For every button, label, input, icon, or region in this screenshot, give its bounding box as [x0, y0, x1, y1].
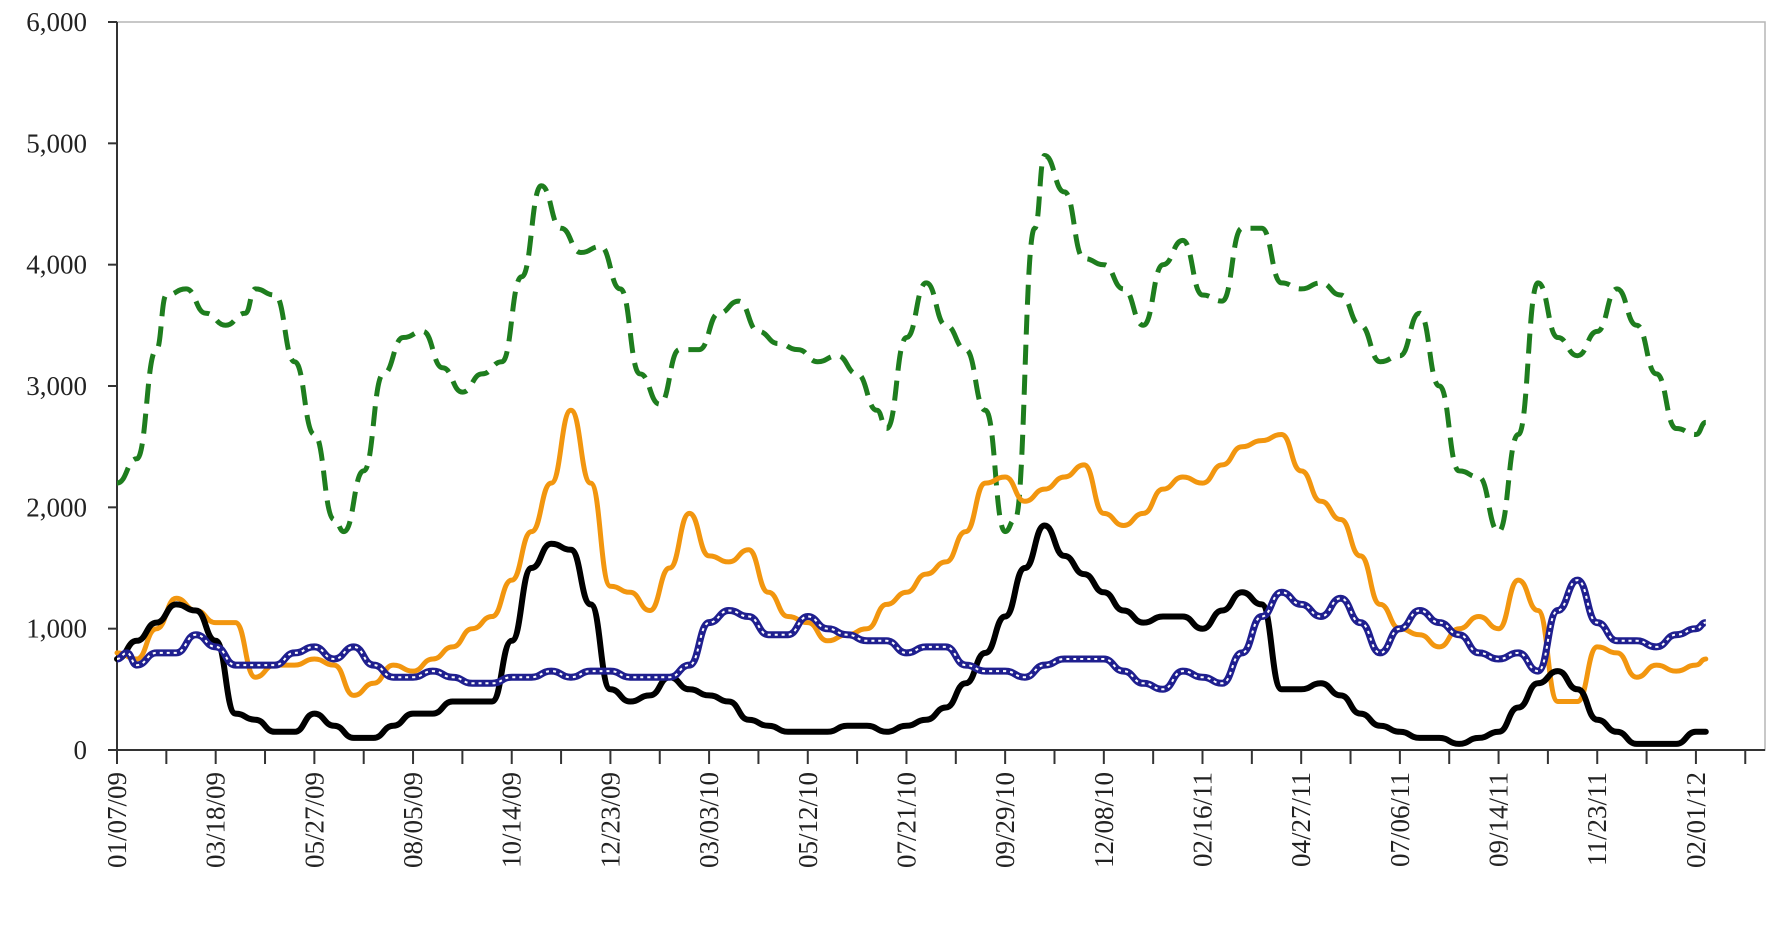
y-tick-label: 0 — [74, 735, 88, 765]
y-tick-label: 6,000 — [26, 7, 87, 37]
series-line-dots — [116, 579, 1706, 691]
series-3-dotted-line — [116, 576, 1707, 693]
x-tick-label: 03/03/10 — [694, 772, 724, 868]
y-axis: 0 1,000 2,000 3,000 4,000 5,000 6,000 — [26, 7, 118, 765]
x-tick-label: 12/08/10 — [1089, 772, 1119, 868]
x-tick-label: 04/27/11 — [1286, 772, 1316, 867]
x-axis: 01/07/09 03/18/09 05/27/09 08/05/09 10/14/09… — [102, 749, 1765, 868]
y-tick-label: 5,000 — [26, 128, 87, 158]
y-tick-label: 2,000 — [26, 492, 87, 522]
y-tick-label: 3,000 — [26, 371, 87, 401]
x-tick-label: 07/21/10 — [891, 772, 921, 868]
x-tick-label: 09/14/11 — [1484, 772, 1514, 867]
y-tick-label: 4,000 — [26, 250, 87, 280]
x-tick-label: 01/07/09 — [102, 772, 132, 868]
x-tick-label: 07/06/11 — [1385, 772, 1415, 867]
x-tick-label: 02/01/12 — [1681, 772, 1711, 868]
series-line-base — [116, 576, 1707, 693]
x-tick-label: 02/16/11 — [1188, 772, 1218, 867]
x-tick-label: 11/23/11 — [1582, 772, 1612, 866]
series-0-dashed-line — [116, 153, 1707, 535]
plot-frame — [116, 21, 1766, 751]
y-tick-label: 1,000 — [26, 614, 87, 644]
x-tick-label: 12/23/09 — [595, 772, 625, 868]
series-lines — [114, 153, 1709, 747]
series-line-path — [114, 522, 1709, 747]
series-line-path — [116, 153, 1707, 535]
x-tick-label: 10/14/09 — [497, 772, 527, 868]
x-tick-label: 08/05/09 — [398, 772, 428, 868]
x-tick-label: 05/27/09 — [299, 772, 329, 868]
x-tick-label: 05/12/10 — [793, 772, 823, 868]
x-tick-label: 09/29/10 — [990, 772, 1020, 868]
series-2-solid-line — [114, 522, 1709, 747]
x-tick-label: 03/18/09 — [201, 772, 231, 868]
series-line-path — [114, 407, 1709, 704]
series-1-solid-line — [114, 407, 1709, 704]
